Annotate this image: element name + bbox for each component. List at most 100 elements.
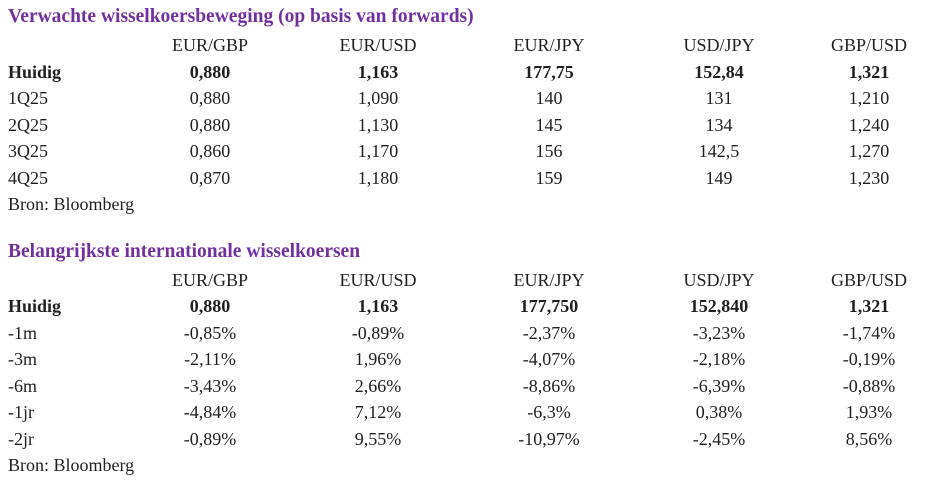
forwards-table: EUR/GBP EUR/USD EUR/JPY USD/JPY GBP/USD Huid…	[0, 32, 934, 191]
column-header: GBP/USD	[830, 35, 908, 55]
forwards-table-header-row: EUR/GBP EUR/USD EUR/JPY USD/JPY GBP/USD	[0, 32, 934, 59]
international-table-header-row: EUR/GBP EUR/USD EUR/JPY USD/JPY GBP/USD	[0, 267, 934, 294]
value-cell: 177,75	[524, 61, 574, 82]
value-cell: 1,96%	[354, 349, 402, 369]
row-label-column-header	[0, 32, 128, 59]
value-cell: 0,880	[189, 88, 231, 108]
column-header: GBP/USD	[830, 269, 908, 290]
table-row: -1m -0,85% -0,89% -2,37% -3,23% -1,74%	[0, 320, 934, 347]
row-label: 1Q25	[8, 88, 48, 108]
value-cell: 2,66%	[354, 375, 402, 396]
column-header: USD/JPY	[683, 269, 755, 290]
value-cell: -3,23%	[692, 322, 746, 343]
value-cell: -0,89%	[351, 322, 405, 343]
value-cell: -8,86%	[522, 375, 576, 396]
table-row: Huidig 0,880 1,163 177,750 152,840 1,321	[0, 293, 934, 320]
value-cell: -0,85%	[183, 322, 237, 343]
value-cell: -1,74%	[842, 322, 896, 343]
section-forward-expectations: Verwachte wisselkoersbeweging (op basis …	[0, 0, 934, 218]
international-rates-table: EUR/GBP EUR/USD EUR/JPY USD/JPY GBP/USD Huid…	[0, 267, 934, 453]
value-cell: 156	[535, 141, 563, 161]
column-header: EUR/JPY	[513, 35, 585, 55]
value-cell: 140	[535, 88, 563, 108]
value-cell: -0,88%	[842, 375, 896, 396]
value-cell: 0,880	[189, 296, 231, 316]
value-cell: -2,18%	[692, 349, 746, 369]
value-cell: 152,84	[694, 61, 744, 82]
value-cell: -2,45%	[692, 428, 746, 449]
column-header: EUR/USD	[339, 35, 417, 55]
value-cell: 1,270	[848, 141, 890, 161]
row-label: -3m	[8, 349, 37, 369]
table-row: -1jr -4,84% 7,12% -6,3% 0,38% 1,93%	[0, 399, 934, 426]
value-cell: 145	[535, 114, 563, 135]
value-cell: 7,12%	[354, 402, 402, 422]
row-label: 2Q25	[8, 114, 48, 135]
value-cell: 1,170	[357, 141, 399, 161]
value-cell: -4,84%	[183, 402, 237, 422]
value-cell: 0,870	[189, 167, 231, 188]
value-cell: -4,07%	[522, 349, 576, 369]
table-row: Huidig 0,880 1,163 177,75 152,84 1,321	[0, 59, 934, 86]
section-title-forwards: Verwachte wisselkoersbeweging (op basis …	[8, 6, 474, 27]
value-cell: -0,89%	[183, 428, 237, 449]
table-row: 1Q25 0,880 1,090 140 131 1,210	[0, 85, 934, 112]
source-note-forwards: Bron: Bloomberg	[8, 194, 135, 214]
row-label: -6m	[8, 375, 37, 396]
value-cell: 152,840	[689, 296, 749, 316]
column-header: EUR/JPY	[513, 269, 585, 290]
value-cell: -6,39%	[692, 375, 746, 396]
value-cell: 8,56%	[845, 428, 893, 449]
value-cell: 1,321	[848, 296, 890, 316]
value-cell: 177,750	[519, 296, 579, 316]
value-cell: 1,130	[357, 114, 399, 135]
row-label: -2jr	[8, 428, 34, 449]
value-cell: 134	[705, 114, 733, 135]
section-title-international: Belangrijkste internationale wisselkoers…	[8, 240, 361, 262]
column-header: USD/JPY	[683, 35, 755, 55]
table-row: -2jr -0,89% 9,55% -10,97% -2,45% 8,56%	[0, 426, 934, 453]
row-label: 4Q25	[8, 167, 48, 188]
value-cell: -6,3%	[527, 402, 571, 422]
row-label: -1jr	[8, 402, 34, 422]
value-cell: 142,5	[698, 141, 740, 161]
value-cell: 1,240	[848, 114, 890, 135]
value-cell: -3,43%	[183, 375, 237, 396]
value-cell: -2,37%	[522, 322, 576, 343]
value-cell: 1,163	[357, 296, 399, 316]
value-cell: 1,230	[848, 167, 890, 188]
value-cell: -10,97%	[518, 428, 580, 449]
row-label: Huidig	[8, 296, 62, 316]
column-header: EUR/USD	[339, 269, 417, 290]
value-cell: 0,860	[189, 141, 231, 161]
table-row: -6m -3,43% 2,66% -8,86% -6,39% -0,88%	[0, 373, 934, 400]
value-cell: 1,210	[848, 88, 890, 108]
value-cell: 149	[705, 167, 733, 188]
source-note-international: Bron: Bloomberg	[8, 455, 135, 475]
value-cell: -0,19%	[842, 349, 896, 369]
value-cell: -2,11%	[184, 349, 236, 369]
row-label-column-header	[0, 267, 128, 294]
column-header: EUR/GBP	[171, 35, 249, 55]
value-cell: 1,180	[357, 167, 399, 188]
value-cell: 1,93%	[845, 402, 893, 422]
value-cell: 0,38%	[695, 402, 743, 422]
value-cell: 0,880	[189, 61, 231, 82]
table-row: 3Q25 0,860 1,170 156 142,5 1,270	[0, 138, 934, 165]
row-label: Huidig	[8, 61, 62, 82]
row-label: 3Q25	[8, 141, 48, 161]
value-cell: 131	[705, 88, 733, 108]
section-international-rates: Belangrijkste internationale wisselkoers…	[0, 218, 934, 479]
value-cell: 0,880	[189, 114, 231, 135]
value-cell: 1,163	[357, 61, 399, 82]
value-cell: 159	[535, 167, 563, 188]
column-header: EUR/GBP	[171, 269, 249, 290]
table-row: 4Q25 0,870 1,180 159 149 1,230	[0, 165, 934, 192]
table-row: -3m -2,11% 1,96% -4,07% -2,18% -0,19%	[0, 346, 934, 373]
value-cell: 1,321	[848, 61, 890, 82]
value-cell: 9,55%	[354, 428, 402, 449]
row-label: -1m	[8, 322, 37, 343]
table-row: 2Q25 0,880 1,130 145 134 1,240	[0, 112, 934, 139]
value-cell: 1,090	[357, 88, 399, 108]
